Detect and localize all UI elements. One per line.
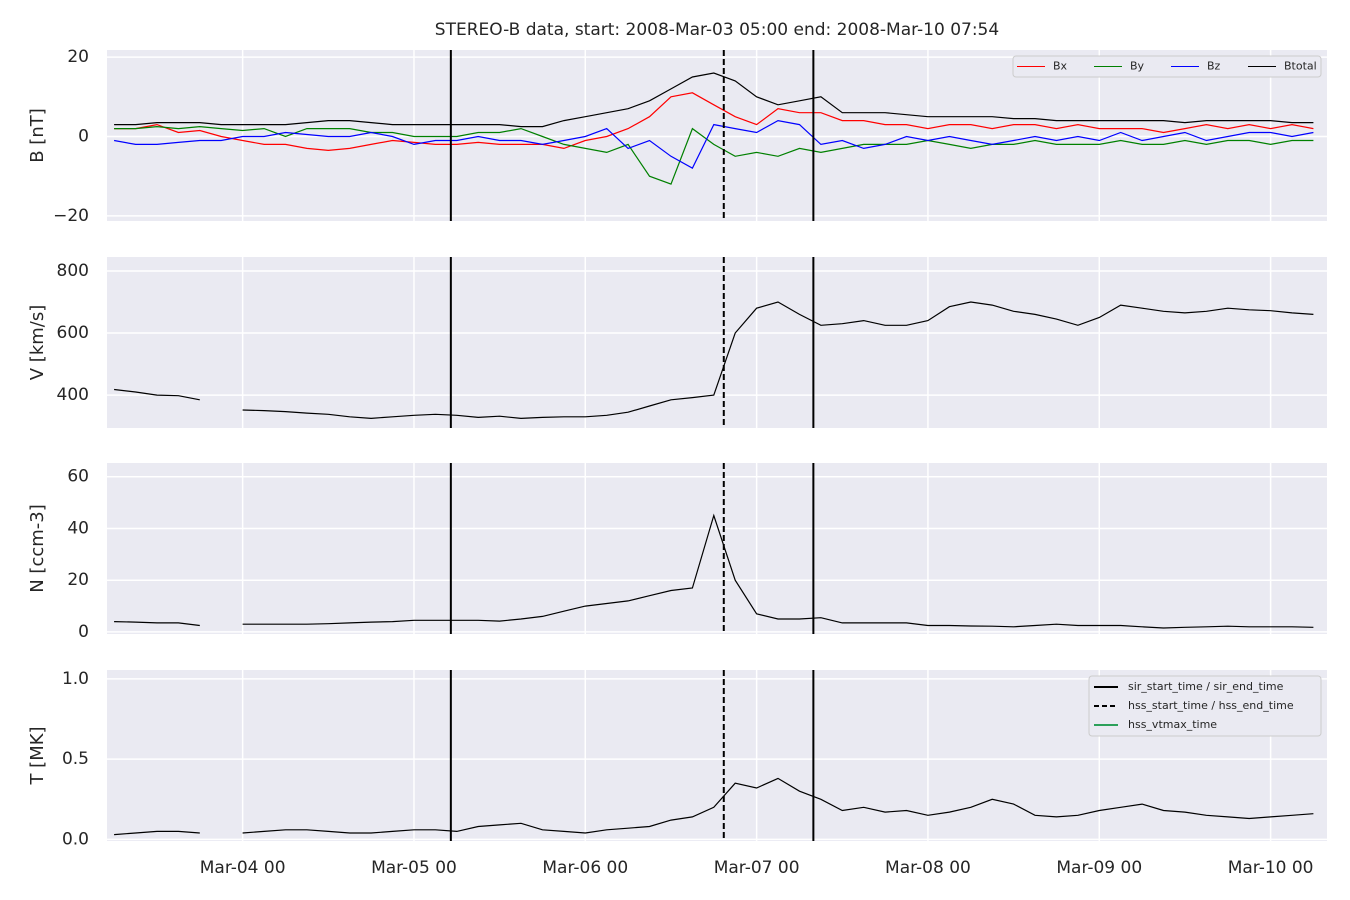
plot-background <box>107 257 1327 428</box>
y-axis-label: V [km/s] <box>27 305 48 380</box>
y-tick-label: 20 <box>67 570 89 590</box>
data-line <box>113 119 1314 170</box>
y-tick-label: 1.0 <box>62 669 89 689</box>
y-tick-label: −20 <box>53 206 89 226</box>
x-tick-label: Mar-07 00 <box>714 858 800 878</box>
y-tick-label: 20 <box>67 47 89 67</box>
legend-label: hss_vtmax_time <box>1128 718 1217 731</box>
legend-box <box>1088 675 1322 737</box>
y-tick-label: 0 <box>78 126 89 146</box>
y-tick-label: 40 <box>67 518 89 538</box>
y-axis-label: N [ccm-3] <box>27 504 48 593</box>
legend-label: sir_start_time / sir_end_time <box>1128 680 1284 693</box>
legend-label: Bz <box>1207 60 1221 73</box>
y-axis-label: T [MK] <box>27 726 48 785</box>
legend-label: Btotal <box>1284 60 1317 73</box>
legend-box <box>1012 55 1322 78</box>
y-tick-label: 400 <box>57 385 89 405</box>
data-line <box>114 92 1314 152</box>
x-tick-label: Mar-05 00 <box>371 858 457 878</box>
legend-label: Bx <box>1053 60 1068 73</box>
x-tick-label: Mar-06 00 <box>542 858 628 878</box>
data-line <box>114 301 1314 420</box>
data-line <box>114 777 1314 836</box>
x-tick-label: Mar-09 00 <box>1056 858 1142 878</box>
x-tick-label: Mar-10 00 <box>1228 858 1314 878</box>
data-line <box>114 513 1314 629</box>
y-tick-label: 60 <box>67 467 89 487</box>
chart-title: STEREO-B data, start: 2008-Mar-03 05:00 … <box>435 20 999 40</box>
plot-background <box>107 50 1327 221</box>
data-line <box>114 72 1314 128</box>
legend-label: hss_start_time / hss_end_time <box>1128 699 1294 712</box>
legend-label: By <box>1130 60 1145 73</box>
y-tick-label: 600 <box>57 323 89 343</box>
x-tick-label: Mar-04 00 <box>200 858 286 878</box>
y-axis-label: B [nT] <box>27 108 48 163</box>
y-tick-label: 0 <box>78 622 89 642</box>
y-tick-label: 0.0 <box>62 829 89 849</box>
plot-background <box>107 463 1327 634</box>
y-tick-label: 0.5 <box>62 749 89 769</box>
y-tick-label: 800 <box>57 261 89 281</box>
x-tick-label: Mar-08 00 <box>885 858 971 878</box>
data-line <box>114 125 1314 185</box>
